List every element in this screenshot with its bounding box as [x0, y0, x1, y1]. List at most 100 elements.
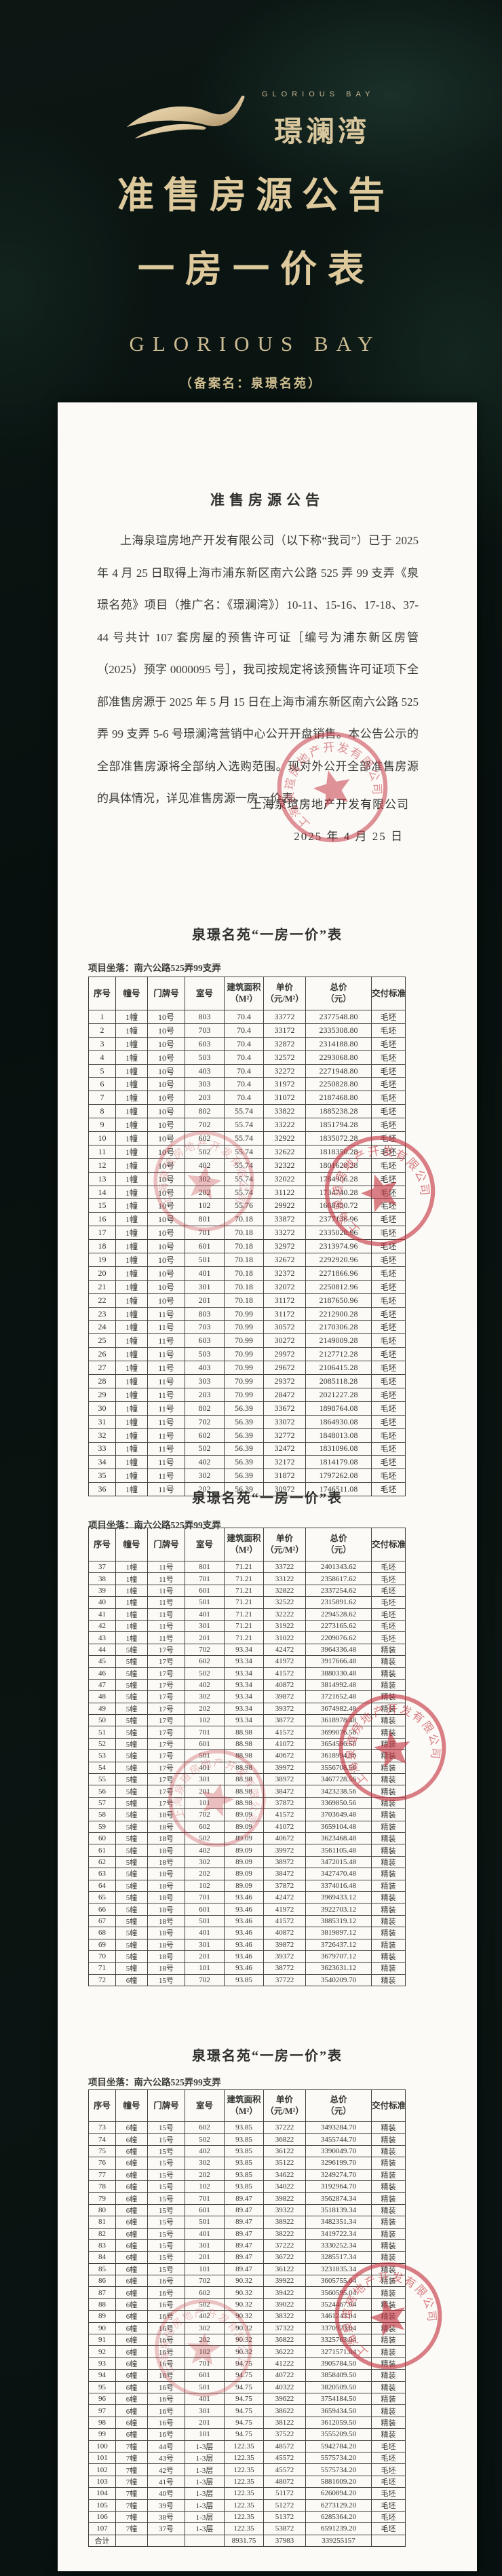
- table-cell: 3271571.04: [305, 2345, 372, 2358]
- table-cell: 202: [185, 1482, 225, 1497]
- table-cell: 32522: [263, 1596, 306, 1609]
- table-cell: 27: [88, 1361, 116, 1376]
- table-cell: 16号: [147, 2428, 185, 2441]
- table-cell: 6幢: [115, 2239, 148, 2252]
- table-cell: 69: [88, 1938, 116, 1951]
- table-cell: 36122: [263, 2144, 306, 2158]
- table-cell: [147, 2534, 185, 2547]
- price-table-title-2: 泉璟名苑“一房一价”表: [192, 1491, 343, 1506]
- table-cell: 16号: [147, 2416, 185, 2429]
- table-cell: 毛坯: [371, 1441, 406, 1456]
- table-cell: 38222: [263, 2227, 306, 2240]
- table-cell: 精装: [371, 2251, 406, 2264]
- table-cell: 1幢: [115, 1414, 148, 1429]
- table-cell: 32172: [263, 1455, 306, 1470]
- table-cell: 18号: [147, 1962, 185, 1975]
- table-row: 63 5幢 18号 202 89.09 38472 3427470.48 精装: [88, 1868, 406, 1880]
- table-cell: 1864930.08: [305, 1414, 372, 1429]
- table-cell: 37222: [263, 2239, 306, 2252]
- table-cell: 401: [185, 2392, 225, 2406]
- table-cell: 2337254.62: [305, 1584, 372, 1597]
- table-cell: 3659434.50: [305, 2404, 372, 2417]
- table-cell: 精装: [371, 1868, 406, 1880]
- table-cell: 10号: [147, 1023, 185, 1038]
- table-cell: 56.39: [224, 1401, 264, 1416]
- table-cell: 17号: [147, 1796, 185, 1810]
- table-cell: 44: [88, 1643, 116, 1656]
- table-cell: 104: [88, 2487, 116, 2500]
- table-cell: 70.4: [224, 1010, 264, 1024]
- table-cell: 55.74: [224, 1118, 264, 1133]
- table-row: 27 1幢 11号 403 70.99 29672 2106415.28 毛坯: [88, 1361, 406, 1376]
- table-cell: 93.85: [224, 2157, 264, 2170]
- table-cell: 1801628.28: [305, 1158, 372, 1173]
- table-cell: 55.74: [224, 1104, 264, 1119]
- table-cell: 39972: [263, 1844, 306, 1857]
- table-row: 93 6幢 16号 701 94.75 41222 3905784.50 精装: [88, 2357, 406, 2370]
- table-cell: 20: [88, 1266, 116, 1281]
- table-cell: 39872: [263, 1690, 306, 1703]
- table-cell: 3654586.56: [305, 1737, 372, 1751]
- table-cell: 88.98: [224, 1785, 264, 1798]
- table-cell: 1幢: [115, 1560, 148, 1574]
- table-cell: 89.47: [224, 2192, 264, 2205]
- table-cell: 91: [88, 2334, 116, 2347]
- table-row: 84 6幢 15号 201 89.47 36722 3285517.34 精装: [88, 2251, 406, 2264]
- table-cell: 90.32: [224, 2286, 264, 2299]
- table-cell: 402: [185, 1158, 225, 1173]
- column-header: 幢号: [115, 2089, 148, 2122]
- table-cell: 3330252.34: [305, 2239, 372, 2252]
- table-cell: 51: [88, 1726, 116, 1739]
- table-cell: 79: [88, 2192, 116, 2205]
- table-cell: 502: [185, 1832, 225, 1845]
- table-cell: 1734740.28: [305, 1185, 372, 1200]
- table-cell: 6幢: [115, 2227, 148, 2240]
- table-cell: 37号: [147, 2522, 185, 2535]
- table-row: 47 5幢 17号 402 93.34 40872 3814992.48 精装: [88, 1678, 406, 1692]
- table-cell: 90: [88, 2322, 116, 2335]
- table-cell: 精装: [371, 2381, 406, 2393]
- table-cell: 毛坯: [371, 1266, 406, 1281]
- table-cell: 68: [88, 1927, 116, 1939]
- table-cell: 90.32: [224, 2298, 264, 2311]
- table-row: 82 6幢 15号 401 89.47 38222 3419722.34 精装: [88, 2227, 406, 2240]
- table-cell: 3524467.04: [305, 2298, 372, 2311]
- table-cell: 15号: [147, 2239, 185, 2252]
- table-cell: 10号: [147, 1063, 185, 1078]
- table-cell: 15号: [147, 2227, 185, 2240]
- table-row: 24 1幢 11号 703 70.99 30572 2170306.28 毛坯: [88, 1320, 406, 1335]
- table-cell: 82: [88, 2227, 116, 2240]
- table-row: 74 6幢 15号 502 93.85 36822 3455744.70 精装: [88, 2133, 406, 2146]
- table-cell: 503: [185, 1347, 225, 1362]
- table-cell: 1: [88, 1010, 116, 1024]
- table-row: 107 7幢 37号 1-3层 122.35 53872 6591239.20 毛坯: [88, 2522, 406, 2535]
- table-cell: 6幢: [115, 2286, 148, 2299]
- table-cell: 7幢: [115, 2510, 148, 2524]
- table-row: 83 6幢 15号 301 89.47 37222 3330252.34 精装: [88, 2239, 406, 2252]
- table-cell: 17号: [147, 1678, 185, 1692]
- table-cell: 18号: [147, 1820, 185, 1833]
- table-cell: 2335028.96: [305, 1226, 372, 1240]
- table-cell: 32822: [263, 1584, 306, 1597]
- table-cell: 41072: [263, 1737, 306, 1751]
- table-row: 23 1幢 11号 803 70.99 31172 2212900.28 毛坯: [88, 1306, 406, 1321]
- table-cell: 302: [185, 1469, 225, 1483]
- table-cell: 603: [185, 1036, 225, 1051]
- table-cell: 60: [88, 1832, 116, 1845]
- table-cell: 16号: [147, 2369, 185, 2382]
- table-cell: 92: [88, 2345, 116, 2358]
- table-cell: 1-3层: [185, 2451, 225, 2465]
- table-cell: 10号: [147, 1239, 185, 1254]
- table-cell: 3969433.12: [305, 1891, 372, 1904]
- table-cell: 11号: [147, 1387, 185, 1402]
- table-cell: 3679707.12: [305, 1950, 372, 1963]
- table-row: 2 1幢 10号 703 70.4 33172 2335308.80 毛坯: [88, 1023, 406, 1038]
- table-row: 52 5幢 17号 601 88.98 41072 3654586.56 精装: [88, 1737, 406, 1751]
- table-cell: 毛坯: [371, 2487, 406, 2500]
- table-cell: 10号: [147, 1212, 185, 1227]
- table-cell: 38472: [263, 1785, 306, 1798]
- table-cell: 10号: [147, 1198, 185, 1213]
- table-cell: 11号: [147, 1631, 185, 1644]
- table-cell: 1851794.28: [305, 1118, 372, 1133]
- table-cell: 93.34: [224, 1678, 264, 1692]
